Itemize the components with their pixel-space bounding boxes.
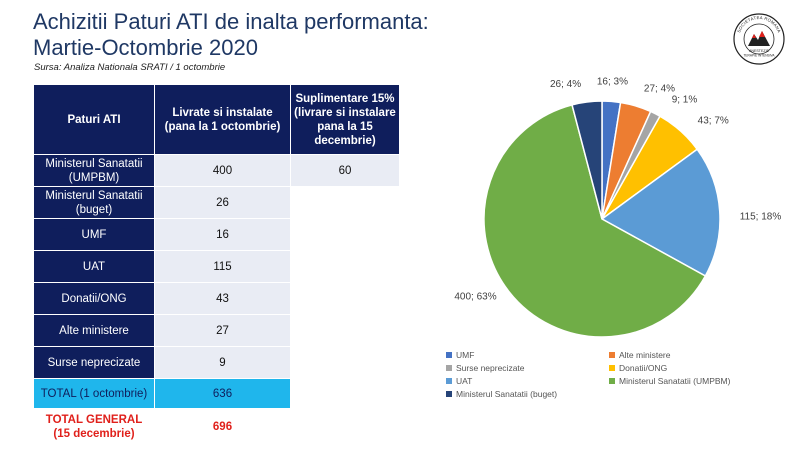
row-name: Alte ministere bbox=[33, 314, 155, 347]
row-name: Donatii/ONG bbox=[33, 282, 155, 315]
grand-total-label: TOTAL GENERAL (15 decembrie) bbox=[33, 408, 155, 445]
row-name: UMF bbox=[33, 218, 155, 251]
legend-swatch bbox=[446, 377, 452, 384]
total-value: 636 bbox=[154, 378, 291, 409]
header-paturi-ati: Paturi ATI bbox=[33, 84, 155, 155]
title-line-1: Achizitii Paturi ATI de inalta performan… bbox=[33, 9, 429, 34]
row-extra: 60 bbox=[290, 154, 400, 187]
table-row: Donatii/ONG 43 bbox=[33, 282, 400, 315]
row-name: UAT bbox=[33, 250, 155, 283]
row-delivered: 115 bbox=[154, 250, 291, 283]
page-title: Achizitii Paturi ATI de inalta performan… bbox=[33, 9, 513, 61]
legend-item: UAT bbox=[446, 375, 472, 387]
table-row: Alte ministere 27 bbox=[33, 314, 400, 347]
legend-item: Donatii/ONG bbox=[609, 362, 667, 374]
row-extra-empty bbox=[290, 218, 400, 251]
total-label: TOTAL (1 octombrie) bbox=[33, 378, 155, 409]
legend-swatch bbox=[446, 390, 452, 397]
row-extra-empty bbox=[290, 282, 400, 315]
row-extra-empty bbox=[290, 186, 400, 219]
grand-total-value: 696 bbox=[154, 408, 291, 445]
row-delivered: 43 bbox=[154, 282, 291, 315]
pie-chart: 16; 3% 27; 4%9; 1%43; 7% 115; 18% 400; 63% 2… bbox=[454, 76, 782, 338]
row-extra-empty bbox=[290, 250, 400, 283]
row-delivered: 16 bbox=[154, 218, 291, 251]
beds-table: Paturi ATI Livrate si instalate (pana la… bbox=[33, 84, 400, 445]
row-name: Ministerul Sanatatii (buget) bbox=[33, 186, 155, 219]
legend-label: Ministerul Sanatatii (buget) bbox=[456, 389, 558, 399]
logo-text-bottom-2: TERAPIE INTENSIVA bbox=[743, 54, 775, 58]
legend-label: UAT bbox=[456, 376, 473, 386]
legend-item: Ministerul Sanatatii (UMPBM) bbox=[609, 375, 730, 387]
table-row: UAT 115 bbox=[33, 250, 400, 283]
table-row: Surse neprecizate 9 bbox=[33, 346, 400, 379]
pie-slice-ministerul-sanatatii-buget bbox=[571, 100, 603, 220]
legend-swatch bbox=[446, 351, 452, 358]
pie-data-label: 26; 4% bbox=[550, 79, 581, 90]
pie-data-label: 43; 7% bbox=[698, 115, 729, 126]
row-name: Ministerul Sanatatii (UMPBM) bbox=[33, 154, 155, 187]
legend-item: Surse neprecizate bbox=[446, 362, 525, 374]
legend-item: UMF bbox=[446, 349, 474, 361]
pie-data-label: 115; 18% bbox=[740, 212, 782, 223]
total-row: TOTAL (1 octombrie) 636 bbox=[33, 378, 400, 409]
srati-logo-icon: SOCIETATEA ROMANA ANESTEZIE TERAPIE INTE… bbox=[733, 13, 785, 65]
legend-label: UMF bbox=[456, 350, 475, 360]
total-extra-empty bbox=[290, 378, 400, 409]
row-delivered: 9 bbox=[154, 346, 291, 379]
source-note: Sursa: Analiza Nationala SRATI / 1 octom… bbox=[34, 62, 226, 73]
row-name: Surse neprecizate bbox=[33, 346, 155, 379]
legend-swatch bbox=[609, 364, 615, 371]
pie-slice-ministerul-sanatatii-umpbm bbox=[483, 103, 707, 338]
row-delivered: 27 bbox=[154, 314, 291, 347]
table-row: Ministerul Sanatatii (buget) 26 bbox=[33, 186, 400, 219]
row-delivered: 400 bbox=[154, 154, 291, 187]
title-line-2: Martie-Octombrie 2020 bbox=[33, 35, 258, 60]
pie-data-label: 27; 4% bbox=[644, 84, 675, 95]
grand-total-row: TOTAL GENERAL (15 decembrie) 696 bbox=[33, 408, 400, 445]
header-suplimentare: Suplimentare 15% (livrare si instalare p… bbox=[290, 84, 400, 155]
pie-data-label: 9; 1% bbox=[672, 94, 698, 105]
legend-swatch bbox=[446, 364, 452, 371]
legend-swatch bbox=[609, 377, 615, 384]
legend-label: Surse neprecizate bbox=[456, 363, 525, 373]
table-row: UMF 16 bbox=[33, 218, 400, 251]
row-extra-empty bbox=[290, 314, 400, 347]
pie-slice-uat bbox=[600, 148, 721, 277]
legend-item: Ministerul Sanatatii (buget) bbox=[446, 388, 557, 400]
row-extra-empty bbox=[290, 346, 400, 379]
legend-label: Alte ministere bbox=[619, 350, 671, 360]
table-row: Ministerul Sanatatii (UMPBM) 400 60 bbox=[33, 154, 400, 187]
legend-label: Donatii/ONG bbox=[619, 363, 668, 373]
row-delivered: 26 bbox=[154, 186, 291, 219]
legend-label: Ministerul Sanatatii (UMPBM) bbox=[619, 376, 731, 386]
pie-data-label: 400; 63% bbox=[454, 291, 496, 302]
pie-data-label: 16; 3% bbox=[597, 76, 628, 87]
header-livrate: Livrate si instalate (pana la 1 octombri… bbox=[154, 84, 291, 155]
table-header-row: Paturi ATI Livrate si instalate (pana la… bbox=[33, 84, 400, 155]
legend-swatch bbox=[609, 351, 615, 358]
legend-item: Alte ministere bbox=[609, 349, 671, 361]
grand-extra-empty bbox=[290, 408, 400, 445]
logo-text-bottom-1: ANESTEZIE bbox=[749, 49, 770, 53]
